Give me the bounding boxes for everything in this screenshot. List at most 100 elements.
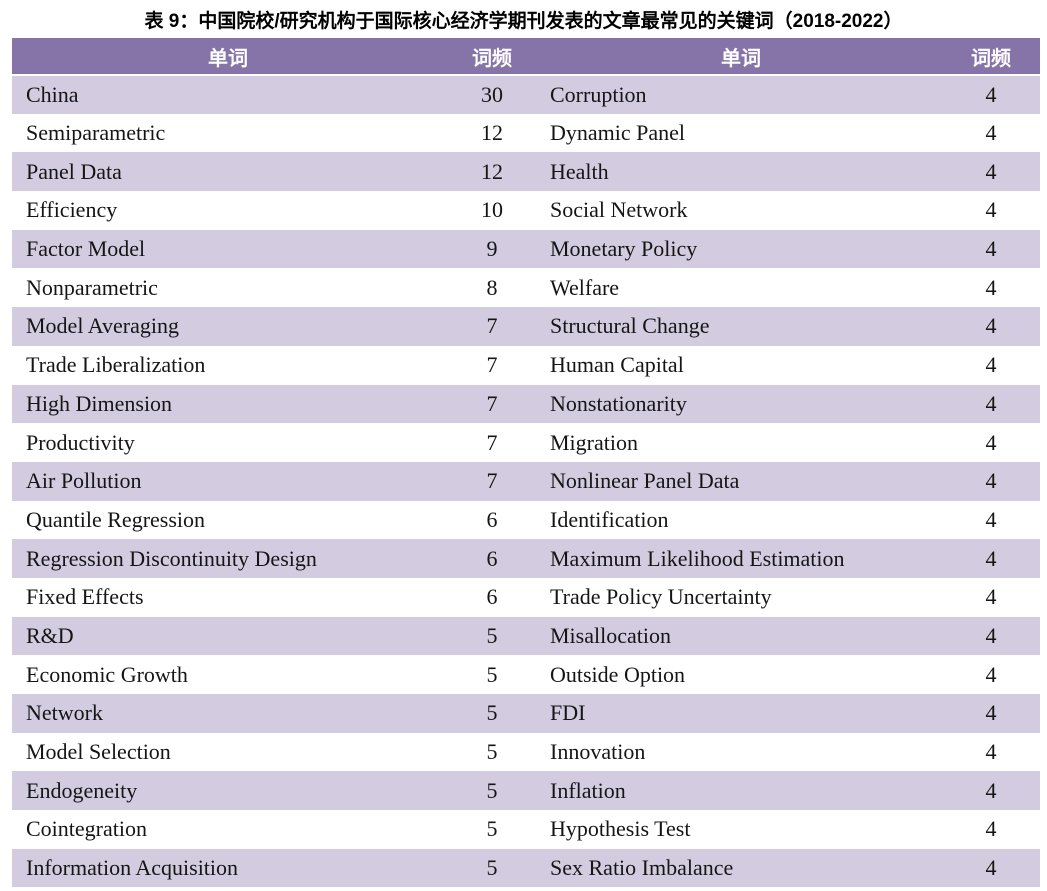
keyword-cell: Endogeneity [26, 777, 138, 803]
header-word-2: 单词 [540, 38, 942, 76]
keyword-cell: China [26, 81, 79, 107]
keyword-cell: Trade Liberalization [26, 352, 206, 378]
table-row: High Dimension 7 Nonstationarity 4 [12, 384, 1040, 424]
frequency-cell: 8 [486, 274, 498, 300]
keyword-cell: Monetary Policy [550, 236, 698, 262]
frequency-cell: 5 [486, 816, 498, 842]
table-row: Semiparametric 12 Dynamic Panel 4 [12, 113, 1040, 153]
frequency-cell: 4 [985, 855, 997, 881]
keyword-cell: Maximum Likelihood Estimation [550, 545, 845, 571]
keyword-cell: Trade Policy Uncertainty [550, 584, 772, 610]
table-row: Air Pollution 7 Nonlinear Panel Data 4 [12, 461, 1040, 501]
keyword-cell: Nonstationarity [550, 390, 687, 416]
keyword-cell: Human Capital [550, 352, 684, 378]
table-row: Factor Model 9 Monetary Policy 4 [12, 229, 1040, 269]
keyword-cell: Social Network [550, 197, 688, 223]
keyword-cell: Productivity [26, 429, 135, 455]
keyword-cell: Migration [550, 429, 638, 455]
frequency-cell: 4 [985, 584, 997, 610]
frequency-cell: 10 [481, 197, 503, 223]
keyword-cell: Corruption [550, 81, 647, 107]
frequency-cell: 6 [486, 506, 498, 532]
table-row: Cointegration 5 Hypothesis Test 4 [12, 810, 1040, 849]
keyword-cell: Information Acquisition [26, 855, 239, 881]
keyword-cell: Regression Discontinuity Design [26, 545, 317, 571]
keyword-cell: Health [550, 158, 609, 184]
frequency-cell: 5 [486, 622, 498, 648]
table-row: China 30 Corruption 4 [12, 75, 1040, 114]
frequency-cell: 4 [985, 545, 997, 571]
table-row: Quantile Regression 6 Identification 4 [12, 500, 1040, 540]
frequency-cell: 12 [481, 120, 503, 146]
keyword-cell: Inflation [550, 777, 626, 803]
table-header: 单词 词频 单词 词频 [12, 38, 1040, 76]
keyword-cell: Sex Ratio Imbalance [550, 855, 734, 881]
table-row: Economic Growth 5 Outside Option 4 [12, 655, 1040, 694]
keyword-cell: Outside Option [550, 661, 686, 687]
keyword-cell: Nonparametric [26, 274, 158, 300]
keyword-cell: Quantile Regression [26, 506, 206, 532]
keyword-cell: Fixed Effects [26, 584, 144, 610]
keyword-cell: Efficiency [26, 197, 118, 223]
table-row: Information Acquisition 5 Sex Ratio Imbala… [12, 848, 1040, 888]
keyword-cell: Factor Model [26, 236, 146, 262]
keyword-cell: Cointegration [26, 816, 147, 842]
frequency-cell: 4 [985, 700, 997, 726]
frequency-cell: 7 [486, 390, 498, 416]
header-row: 单词 词频 单词 词频 [12, 38, 1040, 76]
frequency-cell: 4 [985, 81, 997, 107]
table-row: Regression Discontinuity Design 6 Maximum … [12, 539, 1040, 578]
keyword-cell: Economic Growth [26, 661, 188, 687]
frequency-cell: 7 [486, 313, 498, 339]
keyword-cell: Misallocation [550, 622, 671, 648]
frequency-cell: 7 [486, 468, 498, 494]
frequency-cell: 5 [486, 661, 498, 687]
header-freq-2: 词频 [942, 38, 1040, 76]
frequency-cell: 5 [486, 739, 498, 765]
keyword-cell: FDI [550, 700, 586, 726]
keyword-cell: Semiparametric [26, 120, 166, 146]
header-word-1: 单词 [12, 38, 444, 76]
keyword-cell: Nonlinear Panel Data [550, 468, 740, 494]
keywords-table: 单词 词频 单词 词频 China 30 Corruption 4 Semiparame… [12, 38, 1040, 888]
table-row: Productivity 7 Migration 4 [12, 423, 1040, 462]
frequency-cell: 4 [985, 816, 997, 842]
frequency-cell: 4 [985, 390, 997, 416]
keyword-cell: Network [26, 700, 103, 726]
keyword-cell: Innovation [550, 739, 646, 765]
table-row: Endogeneity 5 Inflation 4 [12, 771, 1040, 811]
keyword-cell: High Dimension [26, 390, 173, 416]
keyword-cell: Dynamic Panel [550, 120, 686, 146]
frequency-cell: 4 [985, 622, 997, 648]
frequency-cell: 4 [985, 120, 997, 146]
table-row: Trade Liberalization 7 Human Capital 4 [12, 345, 1040, 385]
frequency-cell: 5 [486, 777, 498, 803]
frequency-cell: 7 [486, 429, 498, 455]
frequency-cell: 4 [985, 777, 997, 803]
table-row: Model Selection 5 Innovation 4 [12, 732, 1040, 772]
keyword-cell: Panel Data [26, 158, 122, 184]
table-row: R&D 5 Misallocation 4 [12, 616, 1040, 656]
table-row: Model Averaging 7 Structural Change 4 [12, 307, 1040, 346]
frequency-cell: 6 [486, 584, 498, 610]
table-row: Efficiency 10 Social Network 4 [12, 191, 1040, 230]
frequency-cell: 4 [985, 468, 997, 494]
keyword-cell: Welfare [550, 274, 620, 300]
keyword-cell: Structural Change [550, 313, 710, 339]
frequency-cell: 4 [985, 429, 997, 455]
frequency-cell: 5 [486, 700, 498, 726]
keyword-cell: Air Pollution [26, 468, 142, 494]
table-caption: 表 9：中国院校/研究机构于国际核心经济学期刊发表的文章最常见的关键词（2018… [144, 11, 903, 32]
frequency-cell: 6 [486, 545, 498, 571]
table-row: Network 5 FDI 4 [12, 694, 1040, 733]
table-row: Panel Data 12 Health 4 [12, 152, 1040, 192]
table-row: Nonparametric 8 Welfare 4 [12, 268, 1040, 308]
frequency-cell: 4 [985, 274, 997, 300]
frequency-cell: 4 [985, 506, 997, 532]
frequency-cell: 4 [985, 236, 997, 262]
keyword-cell: Identification [550, 506, 669, 532]
frequency-cell: 4 [985, 197, 997, 223]
frequency-cell: 5 [486, 855, 498, 881]
table-body: China 30 Corruption 4 Semiparametric 12 Dynami… [12, 75, 1040, 888]
